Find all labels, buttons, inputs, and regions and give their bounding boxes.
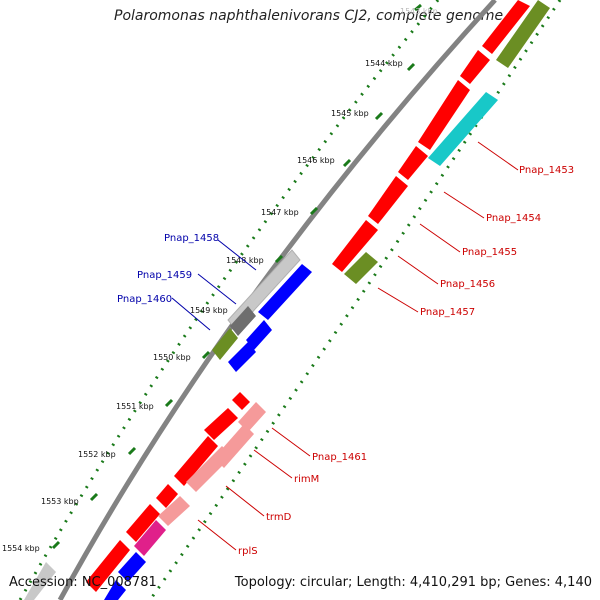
gene-labels-left: Pnap_1458 Pnap_1459 Pnap_1460: [117, 233, 219, 305]
accession-label: Accession: NC_008781: [9, 575, 157, 590]
leader-line: [197, 519, 237, 551]
tick-label: 1546 kbp: [297, 156, 335, 165]
leader-line: [171, 297, 211, 331]
leader-line: [217, 239, 257, 271]
gene-arrow[interactable]: [418, 80, 470, 150]
outer-tick-rail: [18, 0, 440, 600]
tick-label: 1548 kbp: [226, 256, 264, 265]
genome-summary-label: Topology: circular; Length: 4,410,291 bp…: [234, 575, 592, 590]
tick-mark: [89, 492, 99, 502]
tick-label: 1545 kbp: [331, 109, 369, 118]
gene-arrow[interactable]: [258, 264, 312, 320]
tick-label: 1551 kbp: [116, 402, 154, 411]
tick-mark: [342, 158, 352, 168]
gene-arrow[interactable]: [104, 580, 126, 600]
leader-line: [397, 255, 439, 285]
gene-label-pnap-1455[interactable]: Pnap_1455: [462, 247, 517, 258]
gene-arrow[interactable]: [118, 552, 146, 582]
tick-label: 1549 kbp: [190, 306, 228, 315]
leader-line: [253, 449, 293, 479]
tick-label: 1547 kbp: [261, 208, 299, 217]
gene-label-pnap-1460[interactable]: Pnap_1460: [117, 294, 172, 305]
gene-arrow[interactable]: [368, 176, 408, 224]
gene-label-trmd[interactable]: trmD: [266, 512, 292, 523]
tick-label: 1554 kbp: [2, 544, 40, 553]
gene-arrow[interactable]: [232, 392, 250, 410]
gene-label-pnap-1457[interactable]: Pnap_1457: [420, 307, 475, 318]
genome-title: Polaromonas naphthalenivorans CJ2, compl…: [114, 8, 504, 24]
gene-label-pnap-1458[interactable]: Pnap_1458: [164, 233, 219, 244]
tick-label: 1553 kbp: [41, 497, 79, 506]
gene-arrow[interactable]: [204, 408, 238, 440]
tick-mark: [201, 350, 211, 360]
gene-arrow[interactable]: [86, 540, 130, 592]
leader-lines-right: [197, 141, 519, 551]
gene-label-pnap-1461[interactable]: Pnap_1461: [312, 452, 367, 463]
inner-tick-rail: [148, 0, 562, 600]
gene-arrow-rpls[interactable]: [158, 496, 190, 526]
tick-label: 1550 kbp: [153, 353, 191, 362]
gene-arrow-pnap-1461[interactable]: [238, 402, 266, 432]
leader-line: [377, 287, 419, 313]
leader-line: [197, 273, 237, 305]
gene-label-pnap-1454[interactable]: Pnap_1454: [486, 213, 541, 224]
gene-arrow[interactable]: [126, 504, 160, 542]
gene-arrow[interactable]: [460, 50, 490, 84]
gene-arrow[interactable]: [398, 146, 428, 180]
leader-line: [443, 191, 485, 219]
tick-mark: [274, 254, 284, 264]
gene-arrow[interactable]: [332, 220, 378, 272]
gene-arrow[interactable]: [24, 562, 56, 600]
gene-arrow-pnap-1460[interactable]: [212, 328, 238, 360]
leader-lines-left: [171, 239, 257, 331]
gene-arrow[interactable]: [246, 320, 272, 350]
gene-arrow-pnap-1453[interactable]: [496, 0, 550, 68]
gene-group-upper-left: [212, 249, 301, 360]
tick-label-group: 1543 kbp 1544 kbp 1545 kbp 1546 kbp 1547…: [2, 3, 438, 553]
gene-arrow-trmd[interactable]: [186, 446, 232, 492]
gene-label-pnap-1453[interactable]: Pnap_1453: [519, 165, 574, 176]
gene-arrow[interactable]: [482, 0, 530, 54]
tick-mark: [374, 111, 384, 121]
gene-label-rimm[interactable]: rimM: [294, 474, 319, 485]
gene-group-lower-right: [104, 402, 266, 600]
tick-mark: [309, 206, 319, 216]
gene-label-pnap-1459[interactable]: Pnap_1459: [137, 270, 192, 281]
tick-mark: [164, 398, 174, 408]
leader-line: [225, 485, 265, 517]
tick-label: 1543 kbp: [400, 7, 438, 16]
gene-label-pnap-1456[interactable]: Pnap_1456: [440, 279, 495, 290]
tick-label: 1552 kbp: [78, 450, 116, 459]
gene-group-right: [344, 0, 550, 284]
tick-label: 1544 kbp: [365, 59, 403, 68]
gene-arrow[interactable]: [156, 484, 178, 508]
tick-mark: [414, 3, 422, 12]
tick-mark: [406, 62, 416, 72]
gene-arrow[interactable]: [174, 436, 218, 486]
gene-group-lower-left: [24, 392, 250, 600]
gene-group-mid-right: [228, 264, 312, 372]
gene-labels-right: Pnap_1453 Pnap_1454 Pnap_1455 Pnap_1456 …: [238, 165, 574, 557]
leader-line: [271, 427, 311, 457]
gene-group-top: [332, 0, 530, 272]
tick-mark: [127, 446, 137, 456]
gene-arrow-pnap-1457[interactable]: [344, 252, 378, 284]
gene-label-rpls[interactable]: rplS: [238, 546, 258, 557]
gene-arrow[interactable]: [134, 520, 166, 556]
leader-line: [419, 223, 461, 253]
gene-arrow[interactable]: [428, 92, 498, 166]
gene-arrow-pnap-1459[interactable]: [230, 306, 256, 336]
tick-mark: [51, 540, 61, 550]
gene-arrow[interactable]: [228, 342, 256, 372]
leader-line: [477, 141, 519, 171]
